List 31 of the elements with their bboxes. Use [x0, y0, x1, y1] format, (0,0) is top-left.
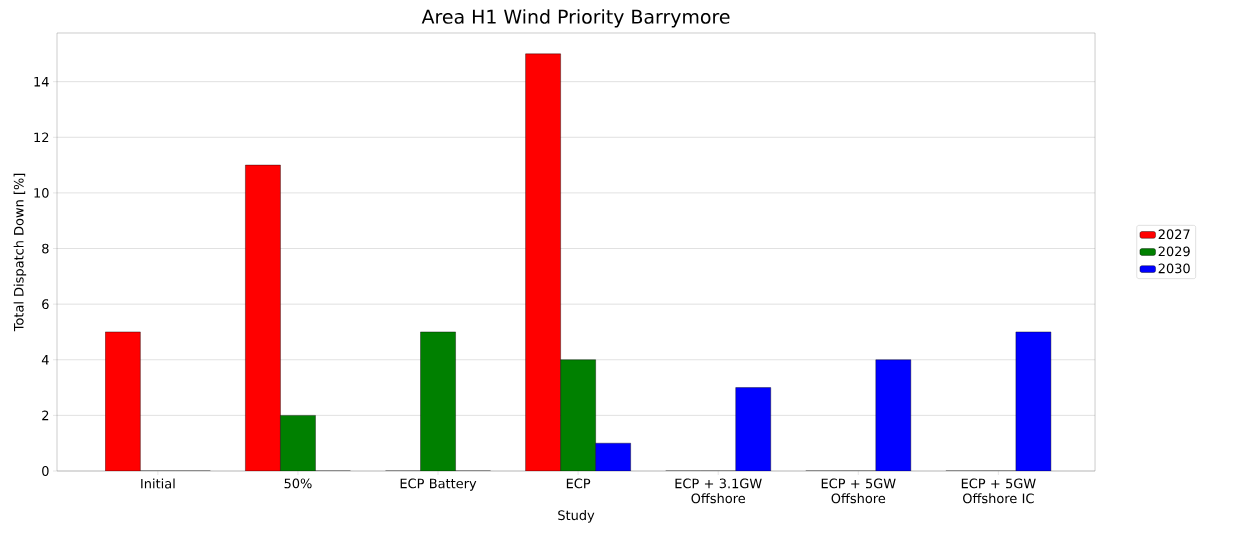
legend-label: 2027 — [1158, 229, 1190, 240]
y-tick-label: 0 — [42, 466, 49, 476]
bar — [1015, 331, 1052, 471]
x-tick-label: ECP — [566, 478, 591, 489]
bar — [735, 387, 771, 471]
bar — [105, 331, 141, 471]
bar — [875, 359, 912, 471]
y-tick-label: 2 — [42, 410, 49, 421]
legend-label: 2029 — [1158, 246, 1190, 257]
x-tick-label: 50% — [284, 478, 312, 489]
x-axis-title: Study — [558, 510, 595, 523]
bar — [280, 415, 316, 471]
y-tick-label: 4 — [41, 355, 49, 365]
y-tick-label: 10 — [34, 188, 49, 198]
y-tick-label: 12 — [34, 132, 49, 143]
x-tick-label: ECP Battery — [400, 478, 477, 491]
x-tick-label: ECP + 5GW Offshore IC — [961, 478, 1036, 504]
chart-title: Area H1 Wind Priority Barrymore — [421, 9, 730, 28]
bar — [420, 331, 456, 471]
x-tick-label: ECP + 3.1GW Offshore — [675, 478, 762, 504]
y-tick-label: 6 — [42, 299, 49, 310]
bar — [560, 359, 596, 471]
x-tick-label: ECP + 5GW Offshore — [821, 478, 896, 504]
y-tick-label: 14 — [34, 76, 49, 87]
bar — [595, 442, 631, 471]
y-tick-label: 8 — [42, 243, 49, 254]
bar — [525, 53, 561, 471]
bar — [245, 164, 281, 471]
legend-label: 2030 — [1158, 263, 1190, 274]
x-tick-label: Initial — [141, 478, 175, 489]
y-axis-title: Total Dispatch Down [%] — [13, 173, 27, 332]
